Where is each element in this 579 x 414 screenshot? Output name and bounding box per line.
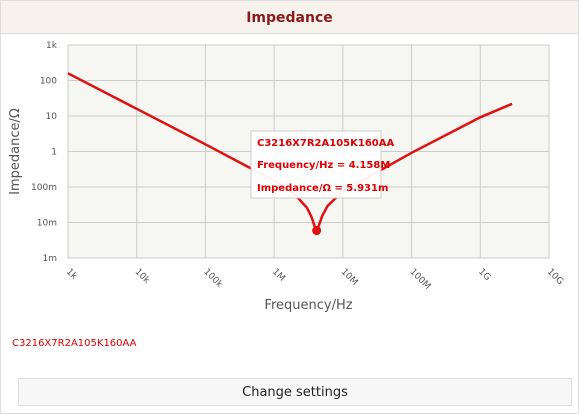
tooltip-box [250, 130, 382, 199]
tooltip-point [312, 226, 322, 236]
y-tick-label: 1 [51, 148, 57, 158]
tooltip: C3216X7R2A105K160AA Frequency/Hz = 4.158M… [250, 130, 394, 199]
tooltip-text: C3216X7R2A105K160AA [257, 138, 394, 149]
x-tick-label: 10M [339, 267, 360, 288]
x-tick-label: 1G [476, 267, 492, 283]
x-axis-label: Frequency/Hz [264, 298, 352, 313]
chart: 1m 10m 100m 1 10 100 1k 1k 10k 100k 1M 10M 100M 1G 10G… [8, 41, 565, 313]
y-tick-label: 100m [31, 183, 57, 193]
x-tick-label: 100M [407, 267, 432, 292]
y-tick-label: 1k [46, 41, 58, 51]
tooltip-text: Frequency/Hz = 4.158M [257, 160, 390, 171]
y-tick-label: 10 [46, 112, 58, 122]
x-tick-label: 10k [133, 267, 152, 286]
y-tick-label: 1m [43, 254, 58, 264]
tooltip-text: Impedance/Ω = 5.931m [257, 183, 388, 194]
y-tick-label: 100 [40, 77, 57, 87]
x-tick-label: 10G [545, 267, 565, 287]
y-tick-label: 10m [37, 219, 57, 229]
panel-title: Impedance [1, 1, 578, 34]
legend-entry: C3216X7R2A105K160AA [12, 338, 137, 349]
x-tick-label: 1k [64, 267, 79, 282]
x-tick-label: 1M [270, 267, 287, 284]
change-settings-button[interactable]: Change settings [18, 378, 572, 406]
x-tick-label: 100k [201, 267, 224, 290]
y-axis-label: Impedance/Ω [8, 108, 23, 195]
